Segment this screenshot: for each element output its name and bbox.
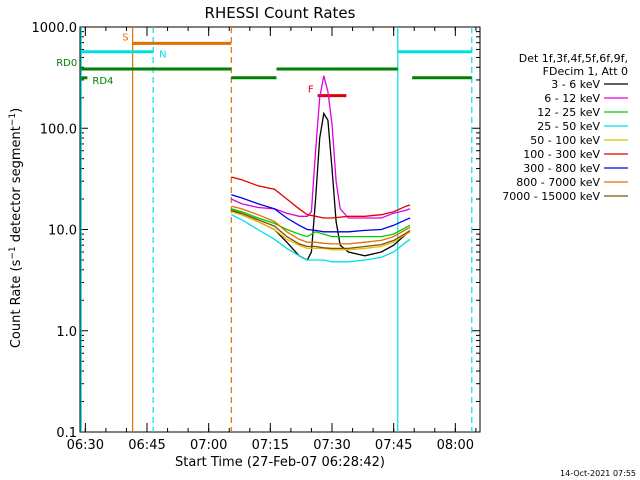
status-bar-label: S: [122, 32, 128, 43]
x-axis-label: Start Time (27-Feb-07 06:28:42): [175, 455, 385, 470]
legend-title: FDecim 1, Att 0: [543, 65, 628, 78]
legend-entry-label: 300 - 800 keV: [523, 162, 600, 175]
series-line: [231, 205, 411, 245]
x-tick-label: 07:00: [190, 438, 227, 453]
series-line: [231, 75, 411, 219]
x-tick-label: 07:45: [375, 438, 412, 453]
y-tick-label: 1.0: [56, 325, 77, 340]
legend-entry-label: 7000 - 15000 keV: [502, 190, 600, 203]
y-axis-label-sup1: −1: [8, 246, 18, 259]
x-tick-label: 07:30: [313, 438, 350, 453]
status-bar-label: RD0: [56, 58, 77, 69]
series-line: [231, 208, 411, 238]
status-bar-label: N: [159, 50, 166, 61]
y-tick-label: 10.0: [48, 224, 77, 239]
legend-entry-label: 800 - 7000 keV: [516, 176, 600, 189]
plot-frame: [79, 26, 481, 433]
legend-entry-label: 3 - 6 keV: [551, 78, 600, 91]
legend-entry-label: 6 - 12 keV: [544, 92, 600, 105]
chart-title: RHESSI Count Rates: [205, 4, 356, 22]
series-line: [231, 211, 411, 251]
y-axis-label-sup2: −1: [8, 113, 18, 126]
timestamp-footer: 14-Oct-2021 07:55: [560, 469, 636, 478]
x-tick-label: 07:15: [252, 438, 289, 453]
status-bar-label: F: [308, 85, 314, 96]
legend-entry-label: 100 - 300 keV: [523, 148, 600, 161]
series-line: [231, 194, 411, 233]
series-line: [231, 111, 411, 261]
y-axis-label-end: ): [9, 108, 24, 113]
y-axis-label: Count Rate (s−1 detector segment−1): [8, 108, 24, 348]
y-tick-label: 100.0: [40, 122, 77, 137]
legend-entry-label: 50 - 100 keV: [530, 134, 600, 147]
y-axis-label-main: Count Rate (s: [9, 259, 24, 348]
y-tick-label: 0.1: [56, 426, 77, 441]
series-line: [231, 176, 411, 219]
series-line: [231, 209, 411, 250]
y-axis-label-mid: detector segment: [9, 126, 24, 246]
y-tick-label: 1000.0: [32, 21, 78, 36]
legend: Det 1f,3f,4f,5f,6f,9f,FDecim 1, Att 03 -…: [502, 52, 628, 203]
plot-layer: 0.1 1.0 10.0 100.0 1000.0 06:30 06:45 07:00 07:1…: [32, 21, 481, 453]
legend-entry-label: 25 - 50 keV: [537, 120, 600, 133]
series-line: [231, 214, 411, 263]
x-tick-label: 06:45: [128, 438, 165, 453]
status-bar-label: RD4: [92, 76, 113, 87]
x-tick-label: 08:00: [437, 438, 474, 453]
x-tick-label: 06:30: [67, 438, 104, 453]
legend-entry-label: 12 - 25 keV: [537, 106, 600, 119]
legend-title: Det 1f,3f,4f,5f,6f,9f,: [519, 52, 628, 65]
